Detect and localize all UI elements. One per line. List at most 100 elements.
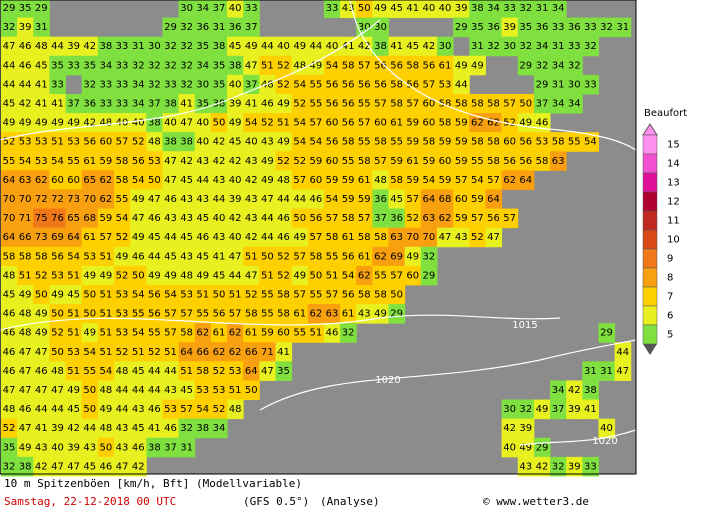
grid-value: 49 (116, 251, 129, 262)
grid-value: 45 (390, 194, 403, 205)
grid-cell (227, 246, 244, 267)
grid-cell (33, 113, 50, 133)
grid-cell (323, 132, 341, 152)
grid-value: 44 (213, 194, 226, 205)
grid-cell (113, 74, 131, 95)
grid-cell (275, 151, 293, 171)
grid-cell (49, 342, 67, 362)
grid-cell (97, 284, 115, 305)
grid-cell (210, 74, 228, 95)
grid-value: 32 (519, 3, 532, 14)
grid-cell (162, 323, 180, 343)
grid-value: 41 (180, 99, 193, 110)
grid-value: 41 (406, 3, 419, 14)
grid-value: 39 (19, 22, 32, 33)
grid-value: 56 (487, 213, 500, 224)
grid-value: 49 (261, 156, 274, 167)
grid-cell (453, 227, 470, 248)
grid-value: 44 (116, 404, 129, 415)
grid-value: 47 (616, 366, 629, 377)
grid-cell (146, 304, 163, 324)
grid-cell (340, 74, 357, 95)
grid-value: 42 (503, 423, 516, 434)
grid-cell (146, 361, 163, 381)
grid-cell (0, 227, 18, 248)
grid-value: 54 (309, 137, 322, 148)
grid-value: 58 (358, 232, 371, 243)
grid-value: 47 (116, 461, 129, 472)
grid-value: 49 (277, 137, 290, 148)
grid-value: 34 (487, 3, 500, 14)
grid-value: 33 (503, 3, 516, 14)
grid-cell (210, 323, 228, 343)
grid-value: 30 (439, 41, 452, 52)
grid-cell (113, 323, 131, 343)
grid-value: 55 (116, 194, 129, 205)
grid-value: 54 (132, 328, 145, 339)
grid-cell (146, 265, 163, 286)
grid-cell (81, 189, 99, 210)
grid-cell (501, 0, 519, 19)
grid-cell (420, 0, 438, 19)
legend-swatch (642, 191, 658, 212)
grid-value: 59 (390, 156, 403, 167)
grid-cell (65, 189, 83, 210)
grid-value: 62 (35, 175, 48, 186)
grid-cell (65, 265, 83, 286)
grid-value: 44 (164, 366, 177, 377)
grid-cell (194, 399, 212, 420)
grid-cell (469, 17, 486, 38)
grid-cell (210, 304, 228, 324)
grid-cell (404, 55, 422, 76)
grid-cell (17, 456, 34, 477)
grid-cell (33, 74, 50, 95)
grid-cell (49, 151, 67, 171)
grid-value: 48 (19, 328, 32, 339)
grid-value: 59 (261, 328, 274, 339)
grid-value: 34 (213, 423, 226, 434)
grid-value: 48 (51, 366, 64, 377)
grid-cell (243, 284, 260, 305)
grid-cell (323, 170, 341, 190)
grid-cell (162, 93, 180, 114)
grid-cell (243, 246, 260, 267)
grid-value: 44 (116, 385, 129, 396)
grid-value: 33 (116, 79, 129, 90)
grid-value: 54 (423, 175, 436, 186)
grid-cell (65, 227, 83, 248)
grid-cell (49, 418, 67, 439)
grid-cell (550, 399, 567, 420)
grid-cell (178, 380, 196, 401)
grid-value: 32 (568, 60, 581, 71)
grid-cell (162, 437, 180, 458)
grid-value: 49 (471, 60, 484, 71)
legend-label: 8 (667, 273, 673, 284)
grid-value: 56 (390, 60, 403, 71)
grid-value: 38 (19, 461, 32, 472)
grid-cell (162, 17, 180, 38)
grid-cell (194, 93, 212, 114)
grid-value: 29 (164, 22, 177, 33)
grid-cell (598, 323, 616, 343)
grid-value: 62 (229, 328, 242, 339)
grid-cell (210, 284, 228, 305)
grid-cell (0, 189, 18, 210)
grid-value: 49 (3, 118, 16, 129)
grid-value: 47 (164, 156, 177, 167)
grid-value: 63 (326, 309, 339, 320)
grid-value: 40 (196, 137, 209, 148)
grid-value: 58 (326, 232, 339, 243)
grid-value: 57 (164, 309, 177, 320)
grid-value: 58 (116, 156, 129, 167)
grid-cell (0, 456, 18, 477)
legend-swatch (642, 134, 658, 155)
grid-value: 51 (51, 137, 64, 148)
grid-value: 60 (51, 175, 64, 186)
grid-value: 47 (3, 385, 16, 396)
grid-cell (501, 113, 519, 133)
grid-cell (323, 113, 341, 133)
grid-cell (582, 17, 599, 38)
grid-cell (420, 170, 438, 190)
grid-value: 40 (196, 118, 209, 129)
grid-cell (210, 208, 228, 229)
